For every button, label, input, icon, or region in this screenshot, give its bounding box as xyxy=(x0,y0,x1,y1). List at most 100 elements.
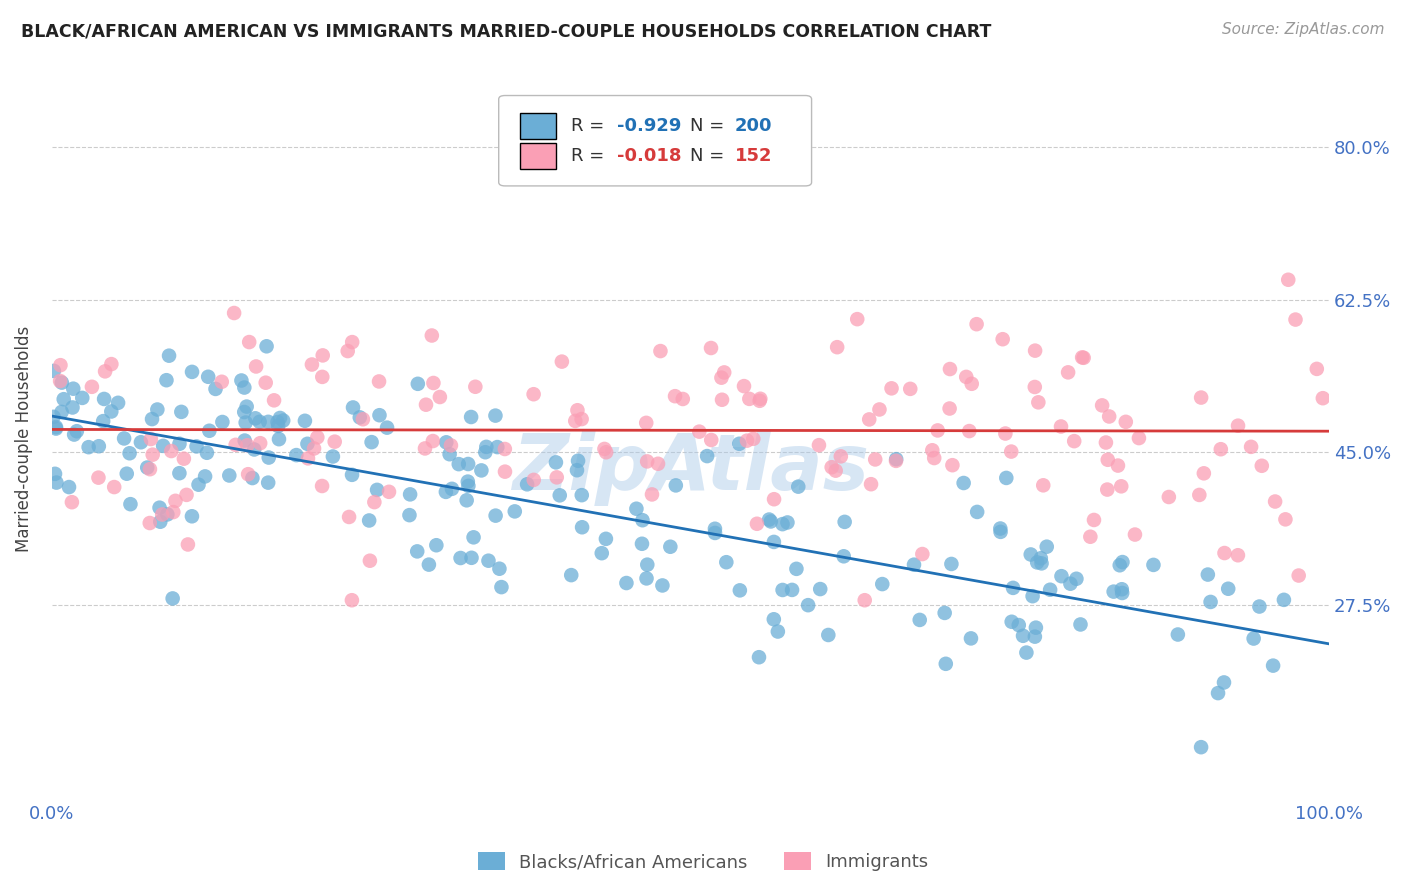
Point xyxy=(1209,442,1232,457)
Point xyxy=(434,435,457,450)
Point xyxy=(898,382,921,396)
Point xyxy=(503,504,526,518)
Point xyxy=(903,558,925,572)
Point xyxy=(177,537,200,551)
Point xyxy=(1012,629,1035,643)
Point xyxy=(567,454,589,468)
Point xyxy=(1069,617,1091,632)
Point xyxy=(447,457,470,471)
Point xyxy=(647,457,669,471)
Point xyxy=(378,484,401,499)
Point xyxy=(486,440,509,454)
Point xyxy=(368,408,391,422)
Point xyxy=(406,376,429,391)
Point xyxy=(218,468,240,483)
Point xyxy=(115,467,138,481)
Point xyxy=(494,442,516,456)
Point xyxy=(636,416,658,430)
Point xyxy=(551,354,574,368)
Point xyxy=(846,312,869,326)
Point xyxy=(243,442,266,457)
Point xyxy=(297,451,319,466)
Point xyxy=(245,411,267,425)
Point xyxy=(1024,630,1046,644)
Point xyxy=(758,512,780,526)
Point xyxy=(571,412,593,426)
Point xyxy=(1029,551,1052,566)
Point xyxy=(176,488,198,502)
Point xyxy=(58,480,80,494)
Point xyxy=(233,405,256,419)
Point xyxy=(807,438,830,452)
Point xyxy=(651,578,673,592)
Point xyxy=(1167,627,1189,641)
Point xyxy=(406,544,429,558)
Point xyxy=(375,420,398,434)
Point xyxy=(66,424,89,438)
Point xyxy=(548,488,571,502)
Point xyxy=(256,339,278,353)
Point xyxy=(457,479,479,493)
Point xyxy=(1097,483,1119,497)
Point xyxy=(1057,365,1080,379)
Point xyxy=(1080,530,1102,544)
Point xyxy=(711,392,734,407)
Point xyxy=(672,392,695,406)
Point xyxy=(1249,599,1271,614)
Point xyxy=(100,357,122,371)
Point xyxy=(1218,582,1240,596)
Point xyxy=(665,478,688,492)
Point xyxy=(1059,576,1081,591)
Point xyxy=(544,455,567,469)
Point xyxy=(927,424,949,438)
Point xyxy=(616,576,638,591)
Point xyxy=(1002,581,1025,595)
Point xyxy=(595,532,617,546)
Point xyxy=(336,344,359,359)
Point xyxy=(434,484,457,499)
Point xyxy=(77,440,100,454)
Point xyxy=(966,317,988,331)
Point xyxy=(1050,419,1073,434)
Point xyxy=(1097,452,1119,467)
Point xyxy=(571,520,593,534)
Point xyxy=(1071,351,1094,365)
Point xyxy=(935,657,957,671)
Point xyxy=(1226,548,1249,562)
Point xyxy=(821,460,844,475)
Point xyxy=(197,369,219,384)
Point xyxy=(631,513,654,527)
Point xyxy=(342,401,364,415)
Point xyxy=(312,348,335,362)
Point xyxy=(785,562,807,576)
Point xyxy=(1189,391,1212,405)
Point xyxy=(759,515,782,529)
Point xyxy=(641,487,664,501)
Point xyxy=(120,497,142,511)
Point xyxy=(1001,615,1024,629)
Point xyxy=(94,364,117,378)
Point xyxy=(991,332,1014,346)
Point xyxy=(1008,618,1031,632)
Point xyxy=(1115,415,1137,429)
Point xyxy=(72,391,94,405)
Point xyxy=(808,582,831,596)
Point xyxy=(1213,546,1236,560)
Point xyxy=(340,467,363,482)
Point xyxy=(733,379,755,393)
Point xyxy=(263,393,285,408)
Point xyxy=(863,452,886,467)
Point xyxy=(1039,582,1062,597)
Point xyxy=(797,598,820,612)
Point xyxy=(44,467,66,481)
Point xyxy=(1050,569,1073,583)
Point xyxy=(1199,595,1222,609)
Point xyxy=(880,381,903,395)
Point xyxy=(107,396,129,410)
Point xyxy=(772,582,794,597)
Point xyxy=(231,374,253,388)
Point xyxy=(659,540,682,554)
Point xyxy=(162,505,184,519)
Point xyxy=(1227,418,1250,433)
Text: R =: R = xyxy=(571,117,610,135)
